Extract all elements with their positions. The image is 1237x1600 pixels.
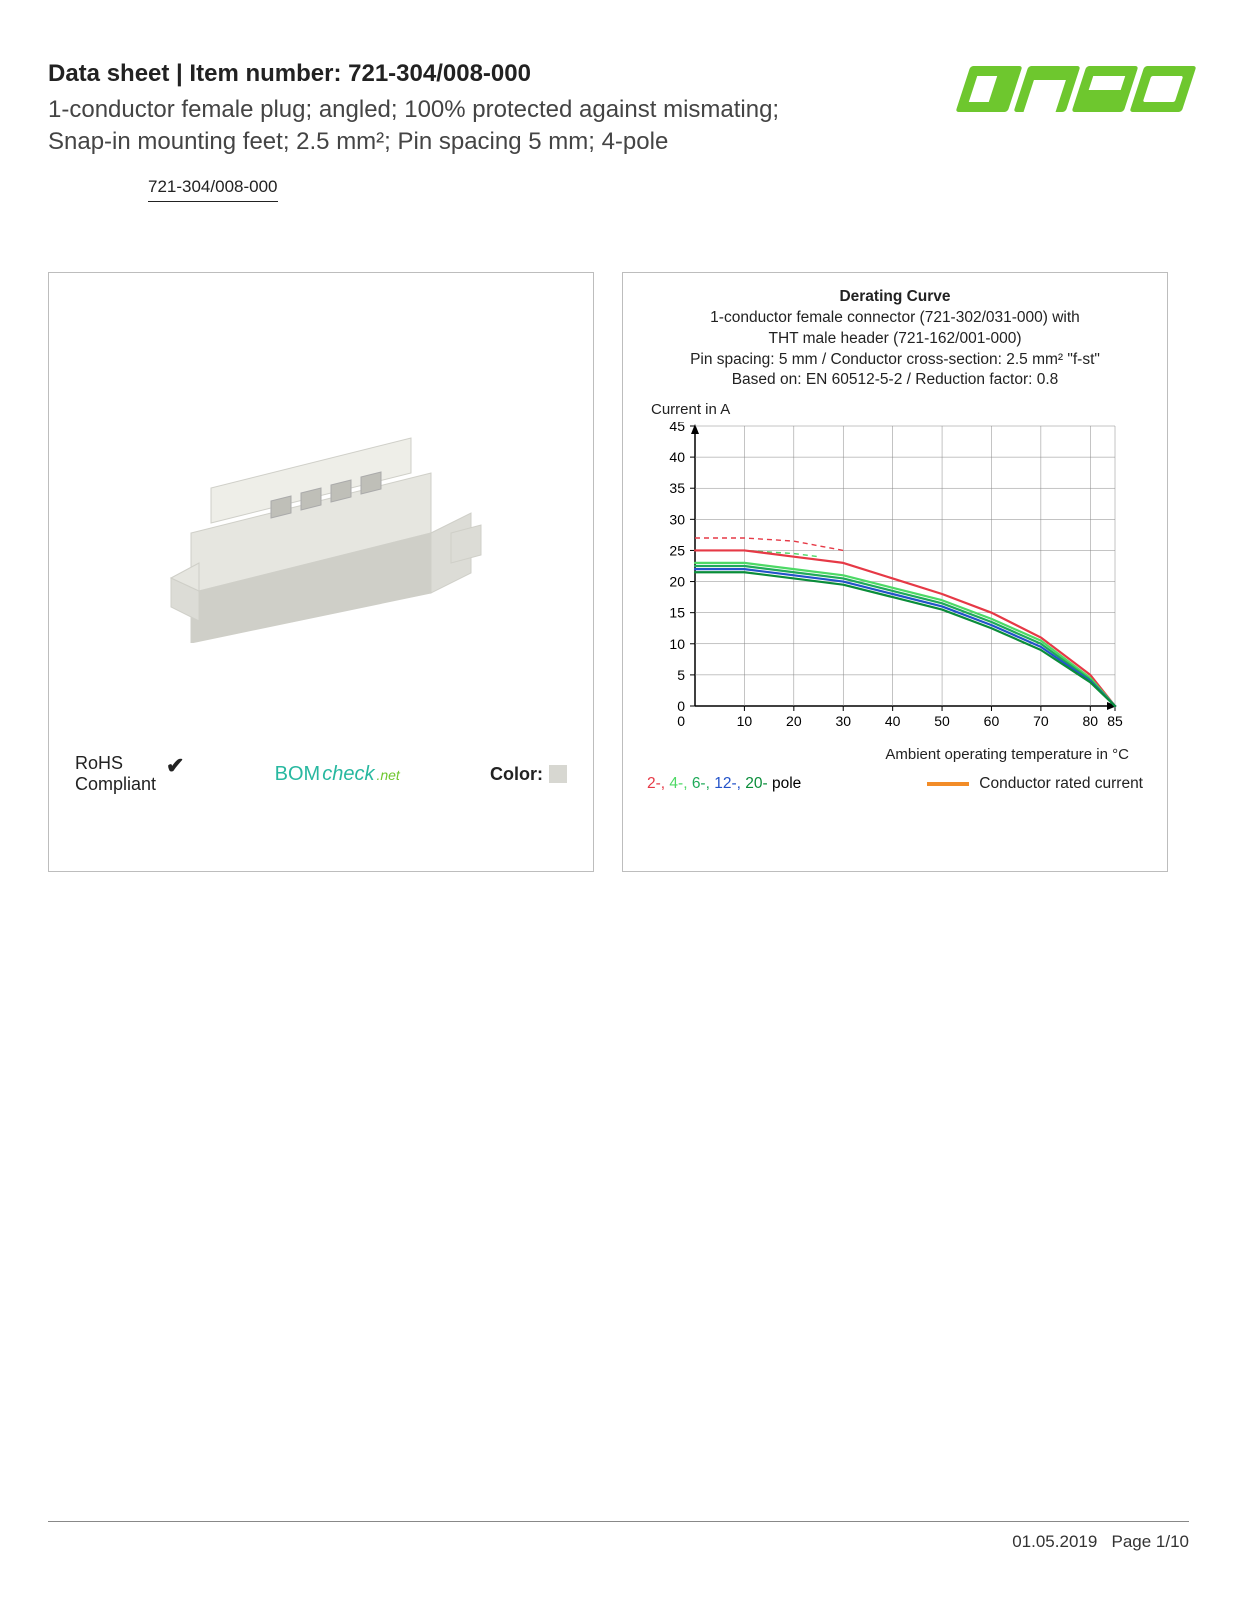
svg-text:60: 60: [984, 713, 1000, 729]
svg-text:30: 30: [835, 713, 851, 729]
product-panel: RoHS Compliant ✔ BOMcheck.net Color:: [48, 272, 594, 872]
chart-legend: 2-, 4-, 6-, 12-, 20- pole Conductor rate…: [643, 775, 1147, 793]
svg-text:5: 5: [677, 667, 685, 683]
svg-text:40: 40: [885, 713, 901, 729]
rohs-text: RoHS Compliant: [75, 753, 156, 796]
rohs-line2: Compliant: [75, 774, 156, 794]
legend-poles: 2-, 4-, 6-, 12-, 20- pole: [647, 775, 801, 793]
bomcheck-net: .net: [376, 767, 399, 783]
svg-text:40: 40: [669, 450, 685, 466]
svg-text:85: 85: [1107, 713, 1123, 729]
footer-page: Page 1/10: [1111, 1532, 1189, 1551]
panels-row: RoHS Compliant ✔ BOMcheck.net Color: Der…: [48, 272, 1189, 872]
svg-text:0: 0: [677, 713, 685, 729]
svg-text:10: 10: [669, 636, 685, 652]
color-block: Color:: [490, 764, 567, 785]
product-description: 1-conductor female plug; angled; 100% pr…: [48, 94, 848, 159]
logo-glyph: [956, 66, 1023, 112]
chart-title: Derating Curve: [643, 287, 1147, 308]
legend-rated-label: Conductor rated current: [979, 775, 1143, 793]
footer-date: 01.05.2019: [1012, 1532, 1097, 1551]
logo-glyph: [1130, 66, 1197, 112]
rohs-block: RoHS Compliant ✔: [75, 753, 184, 796]
bomcheck-check: check: [322, 763, 374, 786]
svg-text:30: 30: [669, 512, 685, 528]
title-prefix: Data sheet | Item number:: [48, 60, 348, 87]
header-text: Data sheet | Item number: 721-304/008-00…: [48, 60, 848, 202]
color-swatch: [549, 765, 567, 783]
chart-panel: Derating Curve 1-conductor female connec…: [622, 272, 1168, 872]
item-caption: 721-304/008-000: [148, 177, 278, 202]
rohs-line1: RoHS: [75, 753, 123, 773]
product-image-area: [49, 273, 593, 753]
svg-text:35: 35: [669, 481, 685, 497]
color-label: Color:: [490, 764, 543, 785]
product-panel-footer: RoHS Compliant ✔ BOMcheck.net Color:: [49, 753, 593, 796]
connector-illustration: [151, 383, 491, 643]
svg-text:50: 50: [934, 713, 950, 729]
title-item-number: 721-304/008-000: [348, 60, 531, 87]
svg-text:10: 10: [737, 713, 753, 729]
bomcheck-bom: BOM: [275, 763, 321, 786]
chart-subtitle: Pin spacing: 5 mm / Conductor cross-sect…: [643, 350, 1147, 371]
x-axis-label: Ambient operating temperature in °C: [643, 746, 1129, 763]
logo-glyph: [1072, 66, 1139, 112]
chart-title-block: Derating Curve 1-conductor female connec…: [643, 287, 1147, 392]
chart-subtitle: THT male header (721-162/001-000): [643, 329, 1147, 350]
bomcheck-logo: BOMcheck.net: [275, 763, 400, 786]
chart-subtitle: Based on: EN 60512-5-2 / Reduction facto…: [643, 370, 1147, 391]
page-title: Data sheet | Item number: 721-304/008-00…: [48, 60, 848, 88]
derating-chart: 0 5 10 15 20 25 30 35 40 45 10 20 30 40 50 60 70 80 85 0: [643, 422, 1135, 740]
page-footer: 01.05.2019 Page 1/10: [48, 1521, 1189, 1552]
chart-subtitle: 1-conductor female connector (721-302/03…: [643, 308, 1147, 329]
logo-glyph: [1014, 66, 1081, 112]
rated-line-icon: [927, 782, 969, 786]
svg-text:25: 25: [669, 543, 685, 559]
svg-text:45: 45: [669, 422, 685, 434]
svg-text:80: 80: [1083, 713, 1099, 729]
svg-text:20: 20: [669, 574, 685, 590]
svg-text:70: 70: [1033, 713, 1049, 729]
header: Data sheet | Item number: 721-304/008-00…: [48, 60, 1189, 202]
y-axis-label: Current in A: [651, 401, 1147, 418]
wago-logo: [963, 60, 1189, 112]
check-icon: ✔: [166, 753, 184, 779]
svg-text:15: 15: [669, 605, 685, 621]
svg-text:0: 0: [677, 698, 685, 714]
svg-text:20: 20: [786, 713, 802, 729]
legend-rated: Conductor rated current: [927, 775, 1143, 793]
